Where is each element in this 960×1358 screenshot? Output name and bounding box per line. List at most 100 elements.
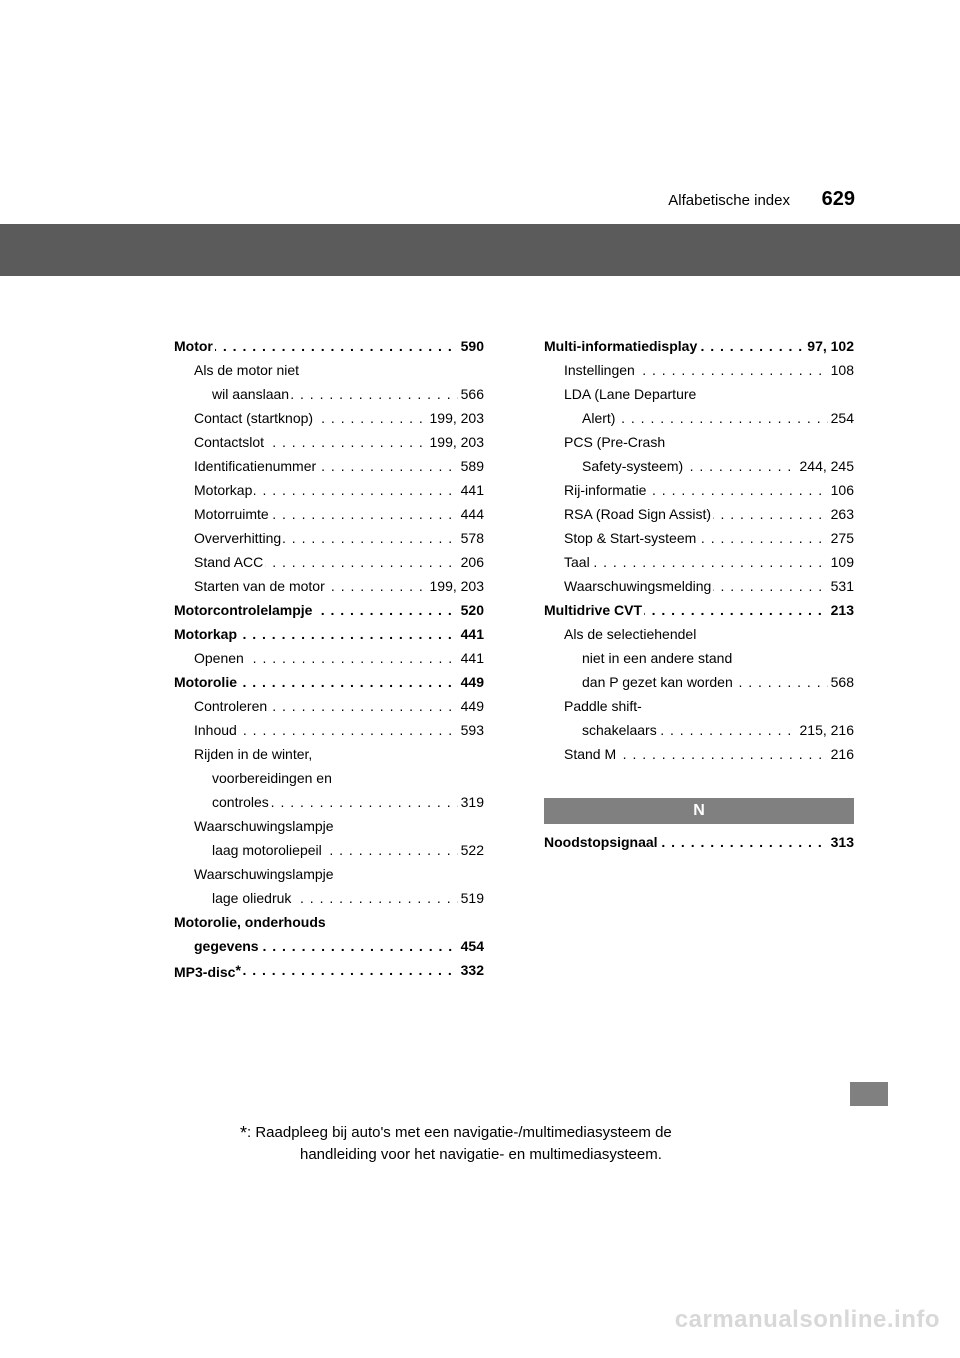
index-page: 444 <box>458 502 484 526</box>
index-page: 199, 203 <box>427 574 485 598</box>
index-entry: . . . . . . . . . . . . . . . . . . . . … <box>174 790 484 814</box>
index-label: Oververhitting <box>194 526 283 550</box>
index-entry: . . . . . . . . . . . . . . . . . . . . … <box>544 574 854 598</box>
index-entry: . . . . . . . . . . . . . . . . . . . . … <box>544 598 854 622</box>
index-label: Taal <box>564 550 592 574</box>
index-page: 593 <box>458 718 484 742</box>
index-page: 441 <box>458 622 484 646</box>
index-page: 589 <box>458 454 484 478</box>
index-page: 213 <box>828 598 854 622</box>
index-label: Paddle shift- <box>564 694 644 718</box>
page-number: 629 <box>822 188 855 211</box>
index-entry: Waarschuwingslampje <box>174 862 484 886</box>
index-entry: . . . . . . . . . . . . . . . . . . . . … <box>544 742 854 766</box>
index-page: 319 <box>458 790 484 814</box>
footnote-line-2: handleiding voor het navigatie- en multi… <box>240 1144 860 1166</box>
index-label: Contactslot <box>194 430 266 454</box>
index-label: Identificatienummer <box>194 454 318 478</box>
index-entry: . . . . . . . . . . . . . . . . . . . . … <box>174 406 484 430</box>
index-page: 590 <box>458 334 484 358</box>
index-label: Waarschuwingslampje <box>194 862 336 886</box>
index-page: 106 <box>828 478 854 502</box>
index-label: Inhoud <box>194 718 239 742</box>
index-page: 263 <box>828 502 854 526</box>
index-label: Instellingen <box>564 358 637 382</box>
index-entry: . . . . . . . . . . . . . . . . . . . . … <box>544 718 854 742</box>
index-page: 216 <box>828 742 854 766</box>
index-label: Multi-informatiedisplay <box>544 334 699 358</box>
index-page: 206 <box>458 550 484 574</box>
leader-dots: . . . . . . . . . . . . . . . . . . . . … <box>174 334 484 358</box>
index-page: 275 <box>828 526 854 550</box>
index-page: 199, 203 <box>427 406 485 430</box>
index-entry: . . . . . . . . . . . . . . . . . . . . … <box>544 406 854 430</box>
index-entry: Paddle shift- <box>544 694 854 718</box>
index-label: Motorcontrolelampje <box>174 598 314 622</box>
index-entry: . . . . . . . . . . . . . . . . . . . . … <box>174 478 484 502</box>
index-entry: . . . . . . . . . . . . . . . . . . . . … <box>174 382 484 406</box>
index-label: Motorolie, onderhouds <box>174 910 328 934</box>
index-entry: . . . . . . . . . . . . . . . . . . . . … <box>174 646 484 670</box>
index-entry: . . . . . . . . . . . . . . . . . . . . … <box>544 358 854 382</box>
index-entry: Motorolie, onderhouds <box>174 910 484 934</box>
header-bar <box>0 224 960 276</box>
chapter-tab-marker <box>850 1082 888 1106</box>
index-label: Stand M <box>564 742 618 766</box>
page-header: Alfabetische index 629 <box>0 192 960 220</box>
index-entry: . . . . . . . . . . . . . . . . . . . . … <box>174 622 484 646</box>
index-label: niet in een andere stand <box>582 646 734 670</box>
index-page: 449 <box>458 670 484 694</box>
index-page: 108 <box>828 358 854 382</box>
index-entry: Waarschuwingslampje <box>174 814 484 838</box>
index-label: Noodstopsignaal <box>544 830 660 854</box>
index-label: Motorolie <box>174 670 239 694</box>
index-page: 531 <box>828 574 854 598</box>
index-entry: . . . . . . . . . . . . . . . . . . . . … <box>174 574 484 598</box>
index-entry: Als de motor niet <box>174 358 484 382</box>
index-label: PCS (Pre-Crash <box>564 430 667 454</box>
index-page: 109 <box>828 550 854 574</box>
page-container: Alfabetische index 629 . . . . . . . . .… <box>0 0 960 1358</box>
index-page: 254 <box>828 406 854 430</box>
index-entry: Als de selectiehendel <box>544 622 854 646</box>
index-label: RSA (Road Sign Assist) <box>564 502 713 526</box>
index-label: LDA (Lane Departure <box>564 382 698 406</box>
index-label: lage oliedruk <box>212 886 293 910</box>
index-label: Stand ACC <box>194 550 265 574</box>
index-label: dan P gezet kan worden <box>582 670 735 694</box>
index-entry: . . . . . . . . . . . . . . . . . . . . … <box>174 334 484 358</box>
index-page: 519 <box>458 886 484 910</box>
index-page: 332 <box>458 958 484 982</box>
index-entry: . . . . . . . . . . . . . . . . . . . . … <box>544 526 854 550</box>
index-entry: . . . . . . . . . . . . . . . . . . . . … <box>544 334 854 358</box>
index-entry: . . . . . . . . . . . . . . . . . . . . … <box>174 454 484 478</box>
index-entry: . . . . . . . . . . . . . . . . . . . . … <box>174 502 484 526</box>
index-column-right: . . . . . . . . . . . . . . . . . . . . … <box>544 334 854 982</box>
header-title: Alfabetische index <box>668 192 790 209</box>
index-page: 441 <box>458 478 484 502</box>
index-label: Motorkap <box>194 478 254 502</box>
index-label: Multidrive CVT <box>544 598 644 622</box>
index-page: 522 <box>458 838 484 862</box>
index-label: Openen <box>194 646 246 670</box>
index-entry: voorbereidingen en <box>174 766 484 790</box>
index-page: 244, 245 <box>797 454 855 478</box>
index-entry: . . . . . . . . . . . . . . . . . . . . … <box>544 502 854 526</box>
index-entry: . . . . . . . . . . . . . . . . . . . . … <box>174 550 484 574</box>
index-page: 313 <box>828 830 854 854</box>
index-entry: . . . . . . . . . . . . . . . . . . . . … <box>174 526 484 550</box>
index-page: 566 <box>458 382 484 406</box>
section-header-n: N <box>544 798 854 824</box>
index-entry: . . . . . . . . . . . . . . . . . . . . … <box>174 694 484 718</box>
index-entry: . . . . . . . . . . . . . . . . . . . . … <box>174 430 484 454</box>
footnote-text-1: : Raadpleeg bij auto's met een navigatie… <box>247 1124 672 1141</box>
index-entry: . . . . . . . . . . . . . . . . . . . . … <box>174 958 484 982</box>
index-label: controles <box>212 790 271 814</box>
index-page: 449 <box>458 694 484 718</box>
index-label: Motor <box>174 334 215 358</box>
footnote-line-1: *: Raadpleeg bij auto's met een navigati… <box>240 1122 860 1144</box>
index-page: 578 <box>458 526 484 550</box>
index-page: 215, 216 <box>797 718 855 742</box>
index-page: 454 <box>458 934 484 958</box>
index-label: Als de selectiehendel <box>564 622 698 646</box>
